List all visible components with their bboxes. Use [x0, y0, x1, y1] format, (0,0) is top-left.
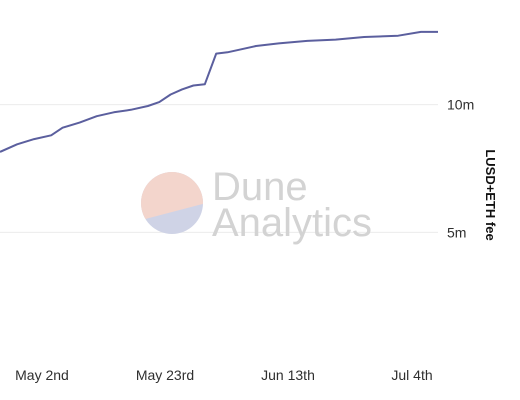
x-axis-ticks: May 2nd May 23rd Jun 13th Jul 4th	[15, 367, 432, 383]
y-axis-ticks: 5m 10m	[447, 97, 474, 241]
grid	[0, 104, 438, 233]
x-tick-label: Jul 4th	[391, 367, 432, 383]
y-axis-title: LUSD+ETH fee	[483, 149, 498, 240]
y-tick-label: 5m	[447, 224, 466, 240]
watermark-text-dune: Dune	[212, 165, 308, 209]
watermark: Dune Analytics	[141, 165, 372, 245]
series-line	[0, 30, 438, 153]
x-tick-label: Jun 13th	[261, 367, 315, 383]
x-tick-label: May 2nd	[15, 367, 69, 383]
x-tick-label: May 23rd	[136, 367, 194, 383]
y-tick-label: 10m	[447, 97, 474, 113]
watermark-text-analytics: Analytics	[212, 201, 372, 245]
series	[0, 30, 438, 153]
